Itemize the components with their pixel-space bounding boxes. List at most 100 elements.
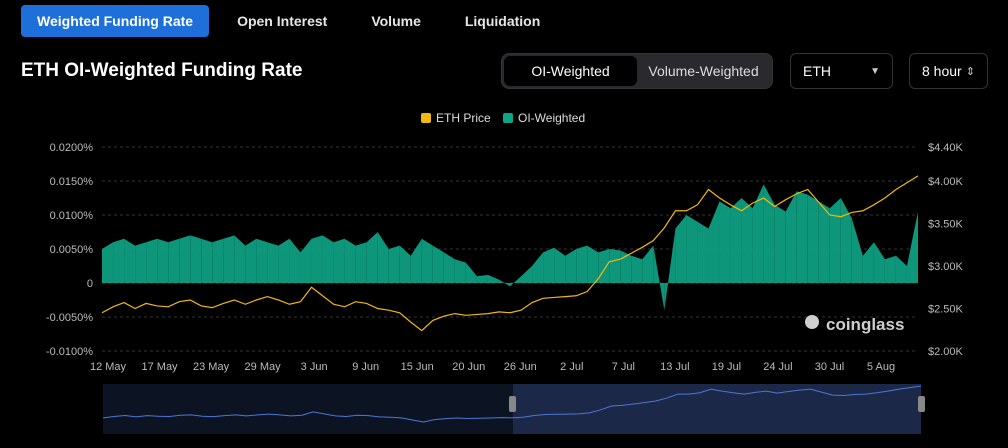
x-tick-label: 26 Jun <box>504 361 537 373</box>
oi-area-segment <box>223 235 235 283</box>
oi-area-segment <box>102 242 114 283</box>
y-left-tick-label: 0.0100% <box>50 210 94 222</box>
tab-open-interest[interactable]: Open Interest <box>237 13 328 29</box>
oi-area-segment <box>289 238 301 283</box>
oi-area-segment <box>796 191 808 283</box>
y-right-tick-label: $3.50K <box>928 219 964 231</box>
oi-area-segment <box>476 274 488 283</box>
oi-area-segment <box>498 279 510 287</box>
legend-swatch-price <box>421 113 431 123</box>
oi-area-segment <box>653 245 665 311</box>
oi-area-segment <box>399 245 411 283</box>
oi-area-segment <box>421 238 433 283</box>
navigator-right-handle[interactable] <box>918 396 925 412</box>
oi-area-segment <box>719 201 731 283</box>
oi-area-segment <box>146 238 158 283</box>
oi-area-segment <box>807 194 819 283</box>
y-left-tick-label: 0.0150% <box>50 176 94 188</box>
tab-volume[interactable]: Volume <box>371 13 421 29</box>
y-left-tick-label: 0 <box>87 278 93 290</box>
oi-area-segment <box>432 245 444 283</box>
oi-area-segment <box>906 211 918 283</box>
oi-area-segment <box>157 238 169 283</box>
oi-area-segment <box>829 198 841 283</box>
tab-weighted-funding-rate[interactable]: Weighted Funding Rate <box>21 5 210 37</box>
oi-area-segment <box>256 238 268 283</box>
watermark-text: coinglass <box>826 315 904 334</box>
navigator-selected-area[interactable] <box>513 384 921 434</box>
oi-area-segment <box>774 204 786 283</box>
legend-label-price: ETH Price <box>436 111 491 125</box>
oi-area-segment <box>333 238 345 283</box>
oi-area-segment <box>686 215 698 283</box>
oi-area-segment <box>598 249 610 283</box>
volume-weighted-toggle[interactable]: Volume-Weighted <box>648 63 759 79</box>
oi-area-segment <box>532 252 544 283</box>
oi-area-segment <box>895 255 907 283</box>
oi-area-segment <box>543 247 555 283</box>
x-tick-label: 7 Jul <box>612 361 635 373</box>
oi-area-segment <box>840 198 852 283</box>
caret-down-icon: ▼ <box>870 65 880 77</box>
oi-area-segment <box>642 245 654 283</box>
navigator-left-handle[interactable] <box>509 396 516 412</box>
oi-area-segment <box>576 245 588 283</box>
oi-area-segment <box>267 242 279 283</box>
oi-area-segment <box>113 238 125 283</box>
navigator-unselected-area <box>103 384 513 434</box>
oi-area-segment <box>620 250 632 283</box>
oi-area-segment <box>752 184 764 283</box>
x-tick-label: 24 Jul <box>763 361 792 373</box>
oi-area-segment <box>124 238 136 283</box>
oi-area-segment <box>190 235 202 283</box>
page-title: ETH OI-Weighted Funding Rate <box>21 60 303 81</box>
tab-liquidation[interactable]: Liquidation <box>464 13 541 29</box>
oi-area-segment <box>454 259 466 283</box>
coinglass-logo-icon <box>805 315 819 329</box>
coin-select[interactable]: ETH ▼ <box>790 53 893 89</box>
weighting-toggle: OI-Weighted Volume-Weighted <box>501 53 773 89</box>
coinglass-watermark: coinglass <box>805 315 904 334</box>
oi-area-segment <box>565 249 577 283</box>
y-left-tick-label: -0.0100% <box>46 346 93 358</box>
navigator-line <box>102 385 922 423</box>
oi-area-segment <box>179 235 191 283</box>
y-left-tick-label: 0.0050% <box>50 244 94 256</box>
oi-weighted-toggle[interactable]: OI-Weighted <box>504 56 637 86</box>
x-tick-label: 9 Jun <box>352 361 379 373</box>
oi-area-segment <box>388 245 400 283</box>
x-tick-label: 5 Aug <box>867 361 895 373</box>
y-right-tick-label: $2.00K <box>928 346 964 358</box>
oi-area-segment <box>741 198 753 283</box>
oi-area-segment <box>708 201 720 283</box>
oi-area-segment <box>851 218 863 283</box>
oi-area-segment <box>587 245 599 283</box>
y-right-tick-label: $3.00K <box>928 261 964 273</box>
legend-label-oi: OI-Weighted <box>518 111 585 125</box>
legend-swatch-oi <box>503 113 513 123</box>
oi-area-segment <box>785 191 797 283</box>
y-left-tick-label: -0.0050% <box>46 312 93 324</box>
tab-bar: Weighted Funding Rate Open Interest Volu… <box>21 5 568 37</box>
oi-area-segment <box>730 198 742 283</box>
oi-area-segment <box>697 221 709 283</box>
x-tick-label: 23 May <box>193 361 230 373</box>
oi-area-segment <box>201 238 213 283</box>
oi-area-segment <box>366 232 378 283</box>
oi-area-segment <box>311 235 323 283</box>
eth-price-line <box>101 175 919 332</box>
y-right-tick-label: $4.40K <box>928 142 964 154</box>
oi-area-segment <box>675 215 687 283</box>
x-tick-label: 17 May <box>141 361 178 373</box>
x-tick-label: 12 May <box>90 361 127 373</box>
interval-select[interactable]: 8 hour ⇕ <box>909 53 988 89</box>
x-tick-label: 13 Jul <box>660 361 689 373</box>
oi-area-segment <box>168 238 180 283</box>
oi-area-segment <box>234 235 246 283</box>
oi-area-segment <box>862 242 874 283</box>
x-tick-label: 20 Jun <box>452 361 485 373</box>
oi-area-segment <box>554 247 566 283</box>
oi-area-segment <box>322 235 334 283</box>
oi-area-segment <box>510 276 522 287</box>
